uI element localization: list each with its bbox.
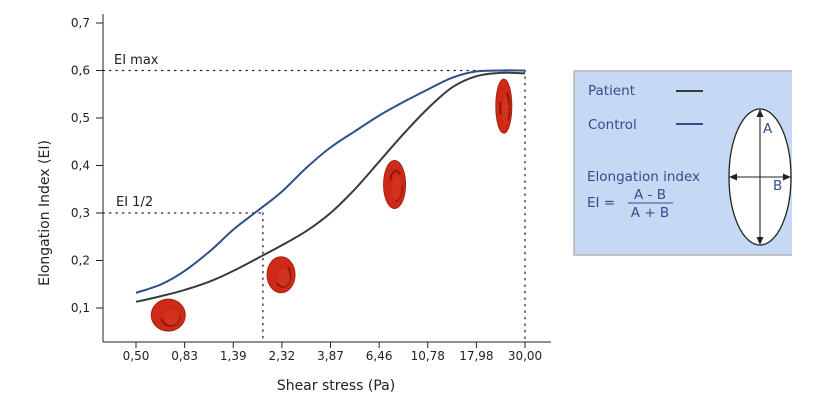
red-blood-cell-slight-oval xyxy=(266,256,296,294)
x-tick-label: 2,32 xyxy=(269,349,296,363)
y-tick-label: 0,5 xyxy=(71,111,90,125)
cell-center xyxy=(277,268,291,287)
x-tick-label: 0,83 xyxy=(171,349,198,363)
x-tick-label: 0,50 xyxy=(123,349,150,363)
y-tick-label: 0,4 xyxy=(71,159,90,173)
x-tick-labels: 0,50 0,83 1,39 2,32 3,87 6,46 10,78 17,98 30,00 xyxy=(123,342,542,363)
x-tick-label: 3,87 xyxy=(317,349,344,363)
cell-highlight xyxy=(159,304,181,327)
guide-lines xyxy=(102,69,526,343)
elongation-index-title: Elongation index xyxy=(587,169,700,185)
red-blood-cells xyxy=(150,78,513,332)
y-tick-label: 0,7 xyxy=(71,16,90,30)
x-axis-label: Shear stress (Pa) xyxy=(277,378,395,394)
y-tick-labels: 0,1 0,2 0,3 0,4 0,5 0,6 0,7 xyxy=(71,16,103,315)
legend-label-control: Control xyxy=(588,117,637,133)
series-line-patient xyxy=(135,71,526,303)
series-lines xyxy=(135,69,526,303)
axis-b-arrowhead-left xyxy=(729,173,737,181)
y-axis-label: Elongation Index (EI) xyxy=(37,140,53,286)
ei-max-label: EI max xyxy=(114,53,159,68)
cell-center xyxy=(501,96,510,124)
y-tick-label: 0,2 xyxy=(71,254,90,268)
red-blood-cell-disc xyxy=(150,298,186,332)
cell-highlight xyxy=(273,263,292,288)
y-tick-label: 0,3 xyxy=(71,206,90,220)
cell-center xyxy=(164,309,180,326)
red-blood-cell-elongated xyxy=(495,78,513,134)
cell-highlight xyxy=(388,169,404,202)
axis-b-arrowhead-right xyxy=(783,173,791,181)
y-tick-label: 0,1 xyxy=(71,301,90,315)
x-tick-label: 10,78 xyxy=(411,349,445,363)
x-tick-label: 6,46 xyxy=(366,349,393,363)
legend-panel: Patient Control Elongation index EI = A … xyxy=(573,70,792,256)
axis-a-arrowhead-bottom xyxy=(756,237,764,245)
x-tick-label: 1,39 xyxy=(220,349,247,363)
red-blood-cell-oval xyxy=(383,160,407,209)
legend-label-patient: Patient xyxy=(588,83,635,99)
x-tick-label: 30,00 xyxy=(508,349,542,363)
series-line-control xyxy=(135,69,526,294)
ei-half-label: EI 1/2 xyxy=(116,195,153,210)
label-a: A xyxy=(763,121,773,137)
axis-a-arrowhead-top xyxy=(756,109,764,117)
cell-highlight xyxy=(499,89,511,126)
y-tick-label: 0,6 xyxy=(71,64,90,78)
x-tick-label: 17,98 xyxy=(459,349,493,363)
formula-numerator: A - B xyxy=(634,187,666,203)
cell-center xyxy=(391,176,402,201)
formula-lhs: EI = xyxy=(587,195,615,211)
formula-denominator: A + B xyxy=(631,205,669,221)
label-b: B xyxy=(773,178,782,194)
axes xyxy=(102,14,551,343)
